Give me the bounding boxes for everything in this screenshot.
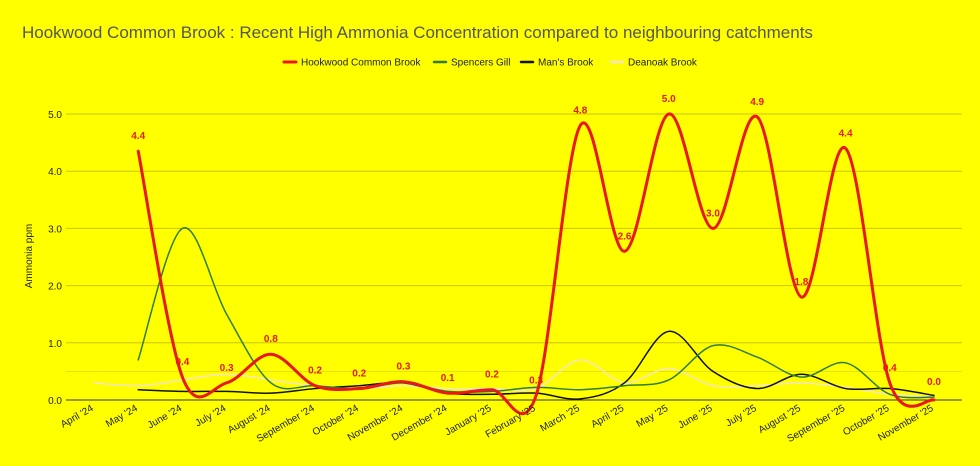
data-label: 0.4 bbox=[175, 357, 189, 368]
data-label: 4.4 bbox=[131, 131, 145, 142]
x-tick-label: July '24 bbox=[194, 403, 229, 430]
data-label: 4.4 bbox=[839, 128, 853, 139]
data-label: 1.8 bbox=[794, 277, 808, 288]
legend: Hookwood Common Brook Spencers Gill Man's … bbox=[282, 58, 698, 69]
data-label: 4.9 bbox=[750, 97, 764, 108]
x-tick-label: April '25 bbox=[589, 403, 626, 431]
x-tick-label: June '24 bbox=[146, 403, 184, 431]
data-label: 0.3 bbox=[397, 362, 411, 373]
legend-label: Hookwood Common Brook bbox=[301, 58, 421, 69]
x-tick-label: February '25 bbox=[484, 403, 538, 441]
y-axis-label: Ammonia ppm bbox=[24, 224, 35, 288]
x-tick-label: May '24 bbox=[104, 403, 140, 430]
data-label: 0.8 bbox=[264, 334, 278, 345]
series-line-spencers-gill bbox=[137, 227, 935, 399]
data-labels: 4.4 0.4 0.3 0.8 0.2 0.2 0.3 0.1 0.2 0.3 4.8 2.6 5.0 3… bbox=[131, 94, 941, 388]
x-tick-label: March '25 bbox=[539, 403, 583, 435]
legend-label: Man's Brook bbox=[538, 58, 594, 69]
data-label: 0.2 bbox=[352, 369, 366, 380]
y-tick-label: 3.0 bbox=[48, 224, 62, 235]
x-tick-label: June '25 bbox=[676, 403, 714, 431]
legend-label: Deanoak Brook bbox=[628, 58, 698, 69]
y-tick-label: 1.0 bbox=[48, 339, 62, 350]
data-label: 0.3 bbox=[529, 375, 543, 386]
data-label: 0.2 bbox=[485, 370, 499, 381]
x-tick-label: July '25 bbox=[724, 403, 759, 430]
series-lines bbox=[93, 112, 936, 415]
y-axis-ticks: 0.0 1.0 2.0 3.0 4.0 5.0 bbox=[48, 110, 62, 407]
legend-label: Spencers Gill bbox=[451, 58, 510, 69]
y-tick-label: 5.0 bbox=[48, 110, 62, 121]
series-line-deanoak-brook bbox=[93, 359, 935, 398]
series-line-hookwood-common-brook bbox=[136, 112, 936, 415]
data-label: 4.8 bbox=[573, 105, 587, 116]
y-tick-label: 2.0 bbox=[48, 282, 62, 293]
chart-title: Hookwood Common Brook : Recent High Ammo… bbox=[22, 23, 813, 42]
x-tick-label: April '24 bbox=[59, 403, 96, 431]
y-tick-label: 4.0 bbox=[48, 167, 62, 178]
y-tick-label: 0.0 bbox=[48, 396, 62, 407]
data-label: 0.3 bbox=[220, 363, 234, 374]
gridlines bbox=[66, 113, 962, 401]
data-label: 5.0 bbox=[662, 94, 676, 105]
data-label: 0.0 bbox=[927, 377, 941, 388]
data-label: 3.0 bbox=[706, 208, 720, 219]
data-label: 2.6 bbox=[618, 231, 632, 242]
data-label: 0.4 bbox=[883, 363, 897, 374]
data-label: 0.2 bbox=[308, 366, 322, 377]
data-label: 0.1 bbox=[441, 373, 455, 384]
x-tick-label: May '25 bbox=[635, 403, 671, 430]
